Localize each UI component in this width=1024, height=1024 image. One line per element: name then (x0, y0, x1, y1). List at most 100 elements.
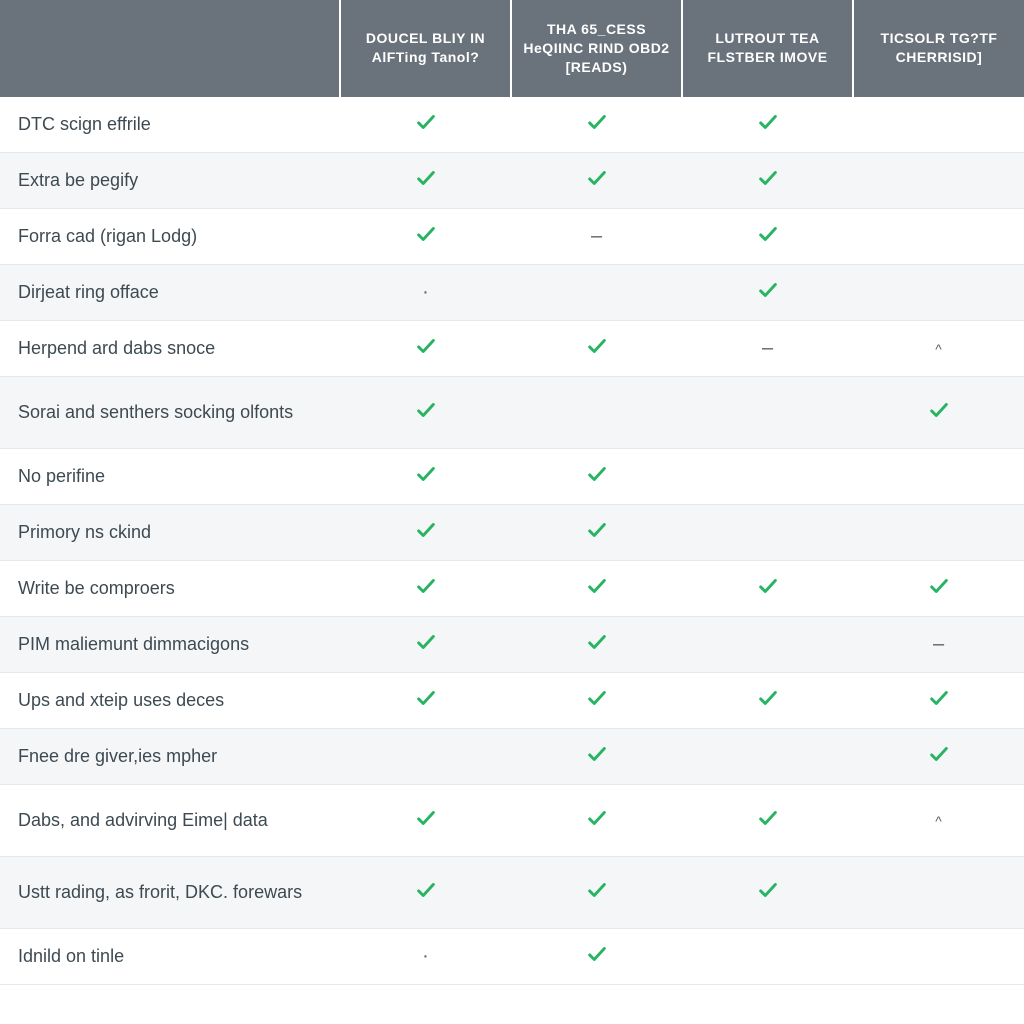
dash-icon: – (933, 633, 944, 655)
feature-label: Dabs, and advirving Eime| data (0, 785, 340, 857)
feature-label: Primory ns ckind (0, 505, 340, 561)
table-row: Forra cad (rigan Lodg) – (0, 209, 1024, 265)
table-row: Ups and xteip uses deces (0, 673, 1024, 729)
data-cell (853, 449, 1024, 505)
check-icon (415, 167, 437, 189)
table-row: Idnild on tinle · (0, 929, 1024, 985)
data-cell (853, 97, 1024, 153)
data-cell (853, 561, 1024, 617)
table-row: Extra be pegify (0, 153, 1024, 209)
data-cell (511, 505, 682, 561)
check-icon (586, 687, 608, 709)
data-cell (511, 785, 682, 857)
feature-label: Extra be pegify (0, 153, 340, 209)
table-row: Herpend ard dabs snoce–^ (0, 321, 1024, 377)
data-cell (340, 729, 511, 785)
table-row: Primory ns ckind (0, 505, 1024, 561)
column-header-feature (0, 0, 340, 97)
check-icon (586, 167, 608, 189)
table-row: Sorai and senthers socking olfonts (0, 377, 1024, 449)
check-icon (415, 575, 437, 597)
check-icon (415, 631, 437, 653)
check-icon (415, 223, 437, 245)
data-cell (853, 857, 1024, 929)
data-cell (682, 729, 853, 785)
check-icon (586, 631, 608, 653)
table-row: Dabs, and advirving Eime| data ^ (0, 785, 1024, 857)
check-icon (757, 879, 779, 901)
column-header-4: TICSOLR TG?TF CHERRISID] (853, 0, 1024, 97)
feature-label: No perifine (0, 449, 340, 505)
check-icon (415, 807, 437, 829)
data-cell (682, 857, 853, 929)
check-icon (415, 399, 437, 421)
data-cell (853, 265, 1024, 321)
table-row: Dirjeat ring offace· (0, 265, 1024, 321)
caret-icon: ^ (935, 813, 942, 829)
data-cell (682, 209, 853, 265)
check-icon (415, 687, 437, 709)
check-icon (586, 807, 608, 829)
feature-label: Herpend ard dabs snoce (0, 321, 340, 377)
check-icon (415, 111, 437, 133)
data-cell: · (340, 929, 511, 985)
check-icon (586, 111, 608, 133)
data-cell (511, 265, 682, 321)
data-cell (511, 617, 682, 673)
check-icon (757, 223, 779, 245)
table-header-row: DOUCEL BLIY IN AlFTing Tanol? THA 65_CES… (0, 0, 1024, 97)
column-header-3: LUTROUT TEA FLSTBER IMOVE (682, 0, 853, 97)
check-icon (415, 879, 437, 901)
check-icon (928, 743, 950, 765)
check-icon (586, 575, 608, 597)
data-cell (682, 929, 853, 985)
data-cell (340, 561, 511, 617)
data-cell (682, 97, 853, 153)
data-cell (340, 785, 511, 857)
feature-label: Ustt rading, as frorit, DKC. forewars (0, 857, 340, 929)
check-icon (757, 279, 779, 301)
dot-icon: · (422, 281, 429, 303)
table-row: Fnee dre giver,ies mpher (0, 729, 1024, 785)
check-icon (928, 687, 950, 709)
data-cell (511, 97, 682, 153)
data-cell (853, 505, 1024, 561)
data-cell (511, 673, 682, 729)
data-cell (682, 673, 853, 729)
data-cell (511, 561, 682, 617)
check-icon (415, 519, 437, 541)
check-icon (757, 687, 779, 709)
data-cell: ^ (853, 321, 1024, 377)
feature-label: DTC scign effrile (0, 97, 340, 153)
data-cell (511, 729, 682, 785)
check-icon (586, 743, 608, 765)
data-cell (511, 929, 682, 985)
check-icon (415, 463, 437, 485)
check-icon (757, 111, 779, 133)
data-cell (340, 153, 511, 209)
data-cell (682, 505, 853, 561)
data-cell (682, 449, 853, 505)
feature-label: Fnee dre giver,ies mpher (0, 729, 340, 785)
check-icon (586, 519, 608, 541)
feature-label: PIM maliemunt dimmacigons (0, 617, 340, 673)
data-cell (340, 209, 511, 265)
data-cell: – (511, 209, 682, 265)
check-icon (415, 335, 437, 357)
data-cell (682, 377, 853, 449)
feature-label: Idnild on tinle (0, 929, 340, 985)
data-cell (682, 617, 853, 673)
data-cell (340, 505, 511, 561)
dash-icon: – (591, 225, 602, 247)
data-cell (853, 929, 1024, 985)
feature-label: Sorai and senthers socking olfonts (0, 377, 340, 449)
dot-icon: · (422, 945, 429, 967)
data-cell: · (340, 265, 511, 321)
data-cell (853, 729, 1024, 785)
comparison-table: DOUCEL BLIY IN AlFTing Tanol? THA 65_CES… (0, 0, 1024, 985)
check-icon (586, 463, 608, 485)
feature-label: Ups and xteip uses deces (0, 673, 340, 729)
feature-label: Forra cad (rigan Lodg) (0, 209, 340, 265)
data-cell (682, 785, 853, 857)
data-cell (511, 377, 682, 449)
